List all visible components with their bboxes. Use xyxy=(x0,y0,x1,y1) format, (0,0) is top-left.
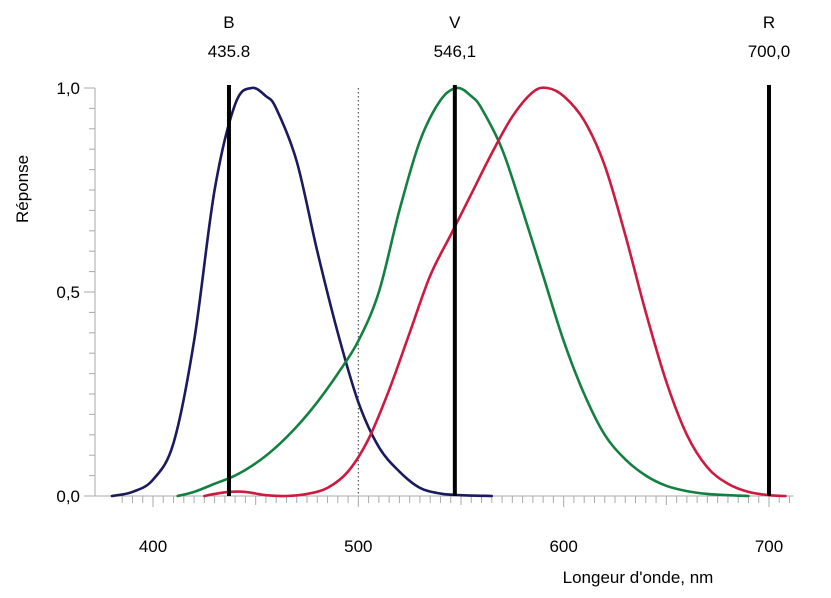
primary-wavelength-r: 700,0 xyxy=(748,42,791,61)
y-tick-label: 0,0 xyxy=(56,487,80,506)
y-tick-label: 1,0 xyxy=(56,79,80,98)
y-tick-label: 0,5 xyxy=(56,283,80,302)
blue-response-curve xyxy=(110,86,494,498)
axes-layer: 400 500 600 700 0,0 0,5 1,0 xyxy=(56,79,794,556)
green-response-curve xyxy=(176,86,750,498)
primary-wavelength-b: 435.8 xyxy=(208,42,251,61)
y-axis-label: Réponse xyxy=(13,155,32,223)
primary-wavelength-v: 546,1 xyxy=(434,42,477,61)
x-axis-label: Longeur d'onde, nm xyxy=(563,568,714,587)
primary-layer: B 435.8 V 546,1 R 700,0 xyxy=(208,13,791,496)
red-response-curve xyxy=(203,86,787,498)
x-tick-label: 500 xyxy=(344,537,372,556)
primary-name-v: V xyxy=(449,13,461,32)
primary-name-r: R xyxy=(763,13,775,32)
x-tick-label: 700 xyxy=(755,537,783,556)
x-tick-label: 400 xyxy=(139,537,167,556)
x-tick-label: 600 xyxy=(549,537,577,556)
primary-name-b: B xyxy=(223,13,234,32)
label-layer: Réponse Longeur d'onde, nm xyxy=(13,155,713,587)
series-layer xyxy=(110,86,787,498)
